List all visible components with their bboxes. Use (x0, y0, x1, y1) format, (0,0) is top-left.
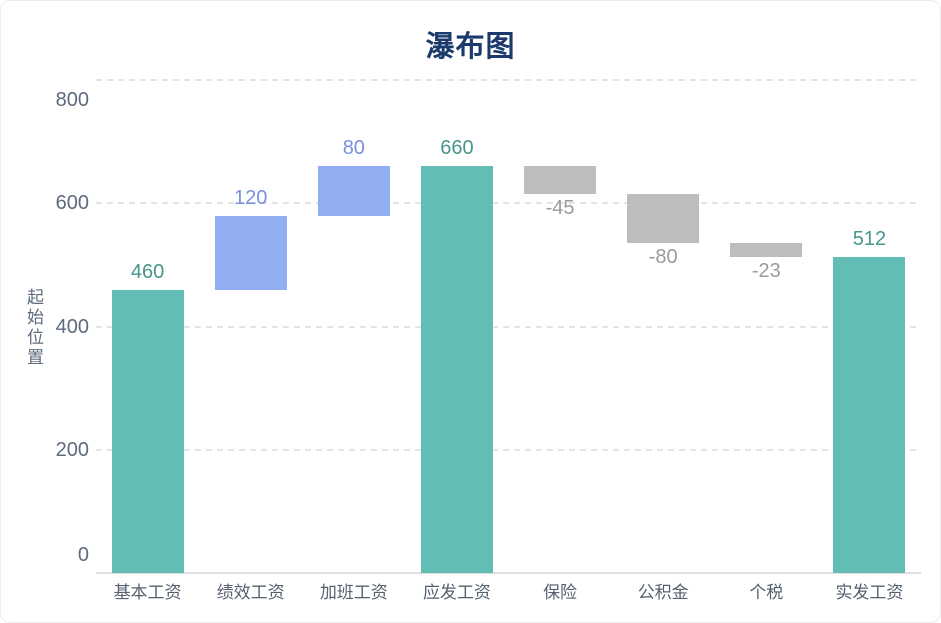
y-tick-label-0: 0 (77, 544, 89, 566)
x-axis-label-4: 保险 (543, 583, 578, 602)
x-axis-label-1: 绩效工资 (216, 583, 285, 602)
gridline-800 (96, 79, 921, 81)
x-axis-label-5: 公积金 (637, 583, 689, 602)
y-tick-label-600: 600 (55, 192, 89, 215)
x-axis-label-3: 应发工资 (422, 583, 491, 602)
chart-title: 瀑布图 (425, 31, 516, 63)
waterfall-bar-0[interactable] (111, 289, 184, 573)
bar-value-label-7: 512 (852, 228, 887, 251)
bar-value-label-5: -80 (648, 246, 678, 269)
gridline-400 (96, 325, 921, 328)
bar-value-label-0: 460 (130, 260, 165, 283)
y-tick-label-400: 400 (55, 315, 89, 338)
waterfall-bar-7[interactable] (833, 257, 906, 573)
waterfall-bar-2[interactable] (317, 166, 390, 216)
x-axis-line (96, 572, 921, 574)
y-axis-name-label: 起始位置 (24, 288, 43, 368)
bar-value-label-1: 120 (234, 186, 268, 209)
bar-value-label-4: -45 (545, 197, 575, 219)
x-axis-label-2: 加班工资 (319, 583, 388, 602)
bar-value-label-3: 660 (440, 137, 474, 160)
gridline-200 (96, 448, 921, 451)
x-axis-label-6: 个税 (749, 583, 784, 602)
x-axis-label-0: 基本工资 (113, 583, 182, 602)
waterfall-bar-4[interactable] (524, 166, 597, 194)
x-axis-label-7: 实发工资 (835, 583, 904, 602)
bar-value-label-2: 80 (342, 137, 365, 160)
y-tick-label-200: 200 (55, 438, 89, 461)
bar-value-label-6: -23 (751, 260, 781, 283)
y-tick-label-800: 800 (55, 89, 89, 111)
waterfall-bar-6[interactable] (730, 243, 803, 258)
waterfall-bar-3[interactable] (420, 166, 493, 573)
waterfall-bar-5[interactable] (627, 194, 700, 244)
gridline-600 (96, 202, 921, 205)
waterfall-bar-1[interactable] (214, 215, 287, 290)
